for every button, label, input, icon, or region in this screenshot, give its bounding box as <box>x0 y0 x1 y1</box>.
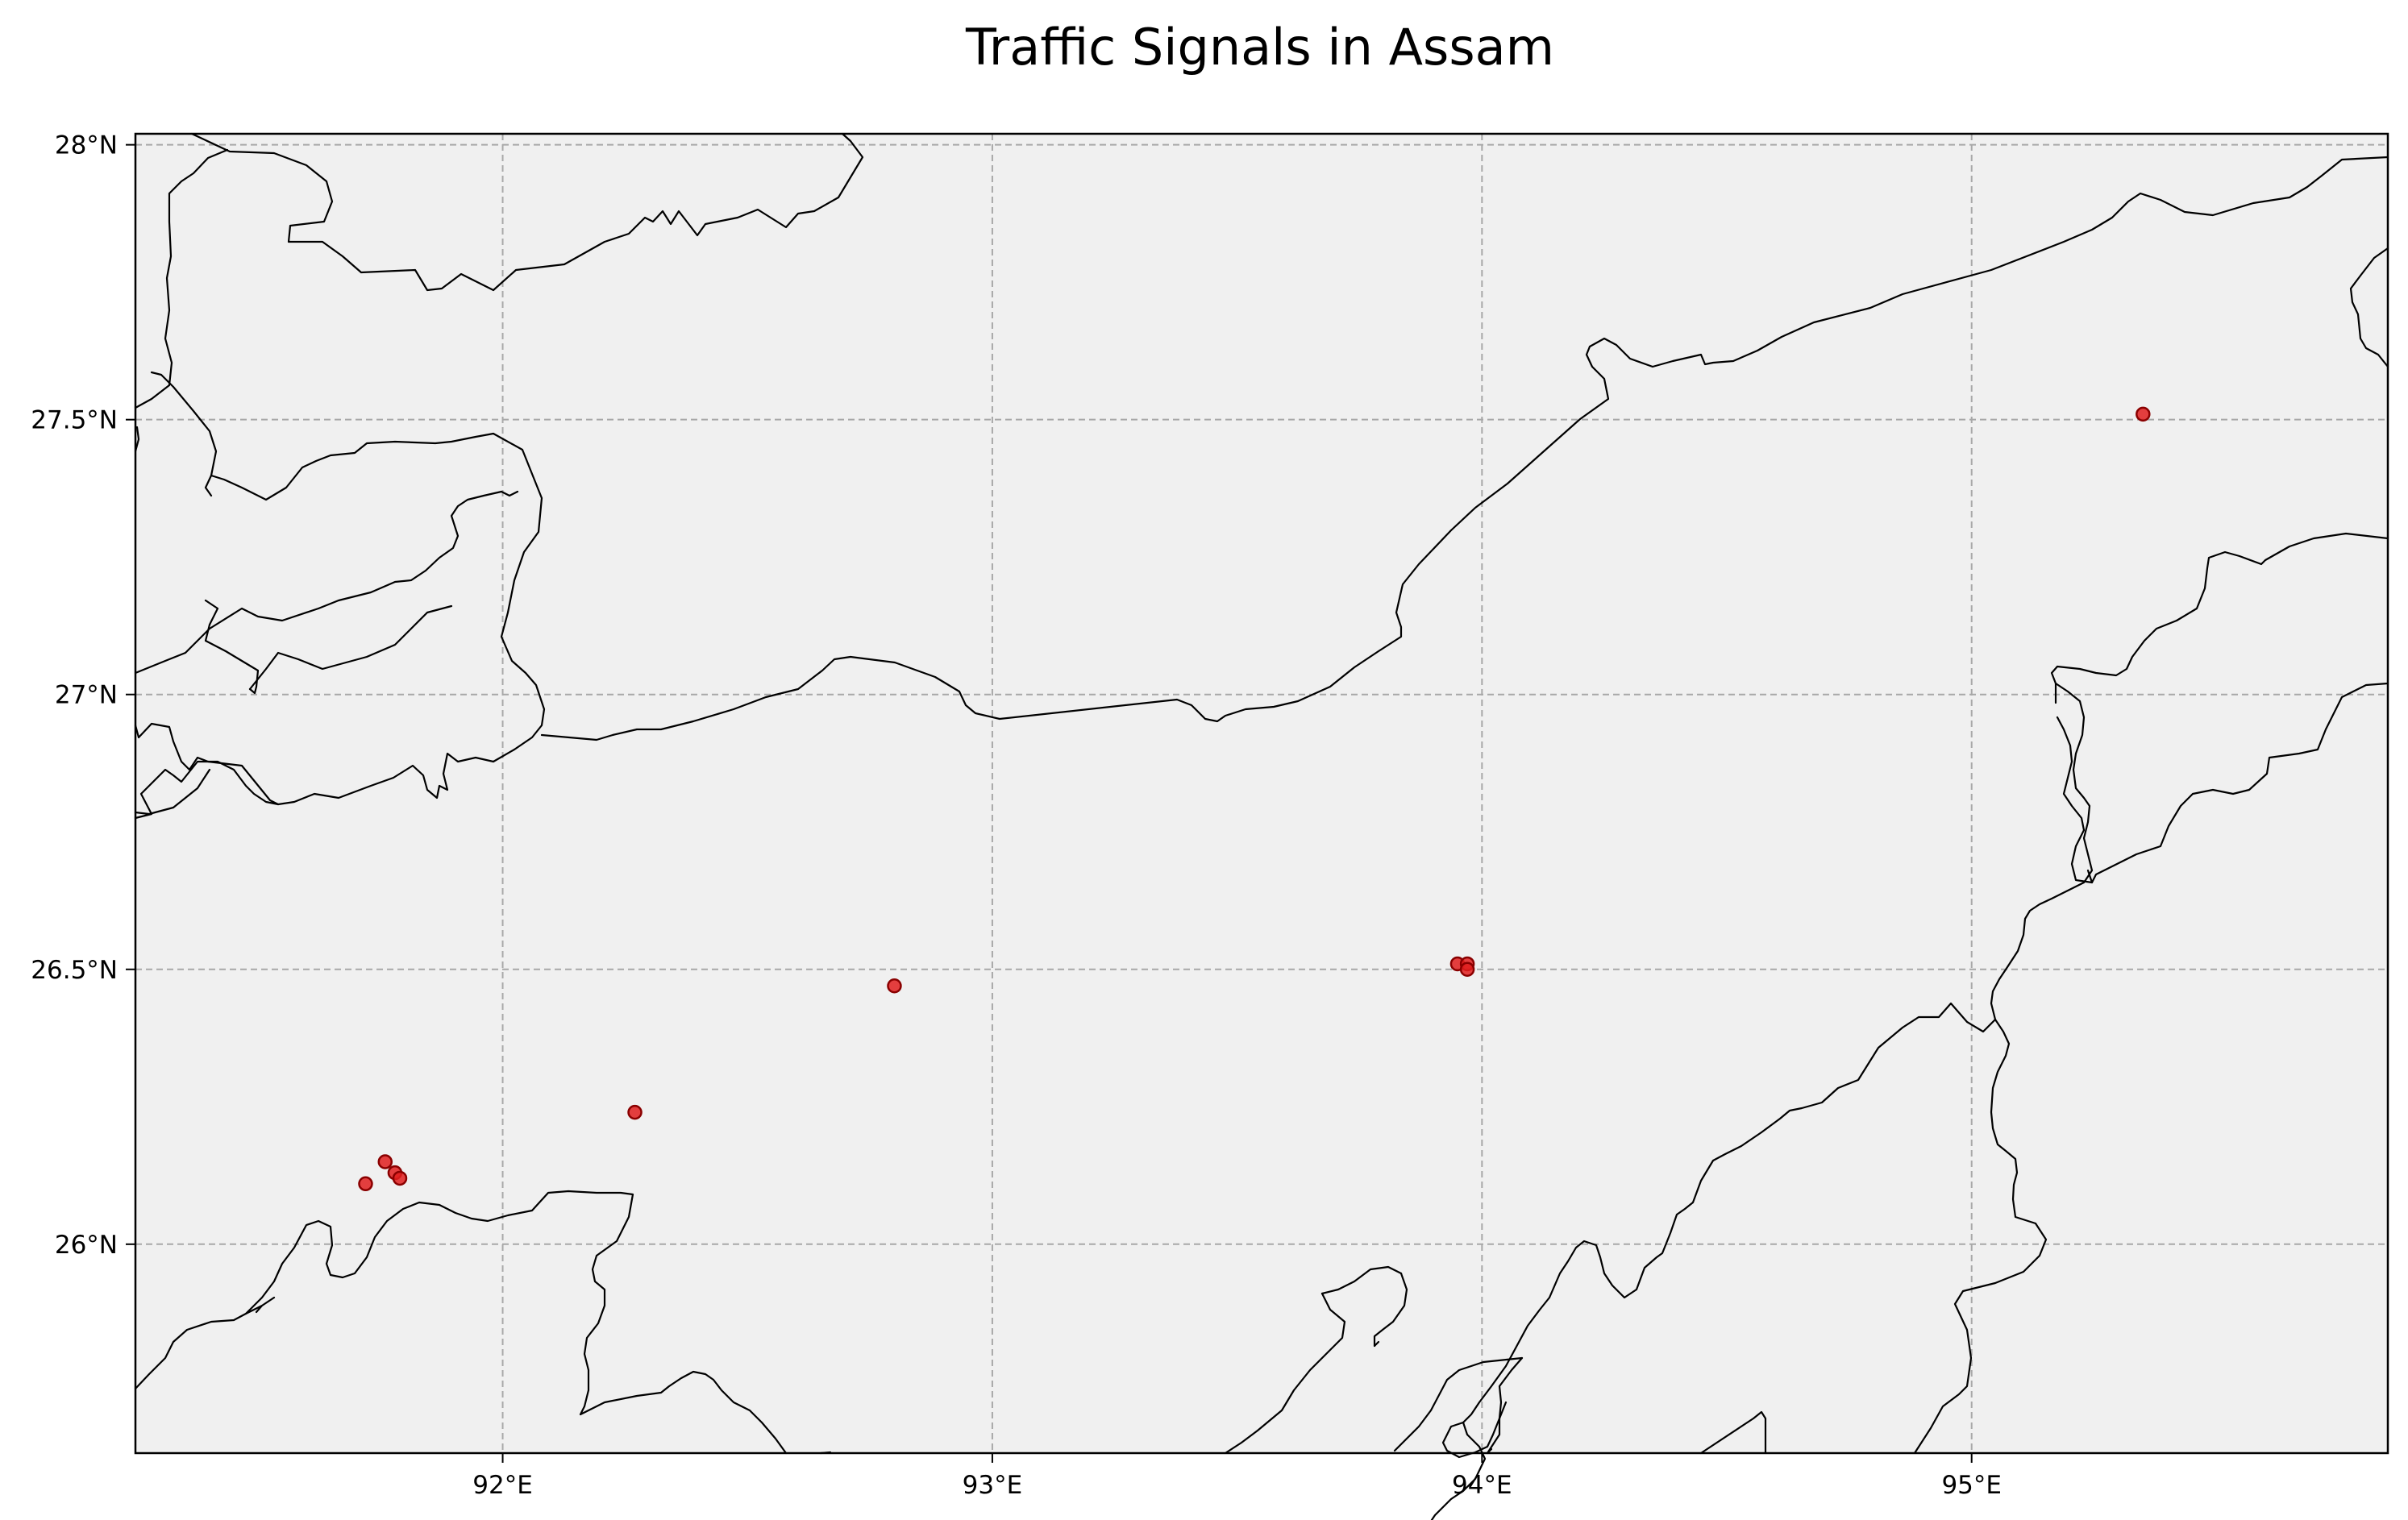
boundary-line <box>134 148 229 409</box>
boundary-line <box>2086 682 2389 884</box>
district-boundaries <box>134 132 2389 1520</box>
traffic-signal-point <box>392 1170 408 1186</box>
traffic-signal-point <box>627 1104 643 1120</box>
x-tick-label: 94°E <box>1452 1471 1512 1500</box>
signal-markers <box>358 406 2151 1192</box>
y-tick-label: 26.5°N <box>31 956 118 985</box>
map-frame <box>134 132 2389 1455</box>
boundary-line <box>1498 1356 1524 1420</box>
x-tick-label: 93°E <box>963 1471 1023 1500</box>
boundary-line <box>1373 1272 1408 1348</box>
boundary-line <box>1393 1356 1524 1452</box>
y-tick-label: 26°N <box>55 1231 118 1260</box>
boundary-line <box>134 432 546 820</box>
traffic-signal-point <box>377 1154 393 1169</box>
boundary-line <box>2349 247 2389 368</box>
boundary-line <box>150 371 218 497</box>
map-background <box>135 134 2388 1453</box>
boundary-line <box>1373 1340 1380 1348</box>
boundary-line <box>1913 682 2094 1455</box>
traffic-signal-point <box>1459 961 1475 978</box>
boundary-line <box>134 490 519 675</box>
traffic-signal-point <box>358 1176 373 1192</box>
boundary-line <box>134 1296 276 1390</box>
boundary-line <box>248 604 453 691</box>
boundary-line <box>1430 1002 1997 1520</box>
traffic-signal-point <box>2136 406 2151 422</box>
boundary-line <box>134 426 140 453</box>
boundary-line <box>190 132 864 292</box>
x-tick-label: 95°E <box>1941 1471 2002 1500</box>
boundary-line <box>204 599 260 695</box>
boundary-line <box>134 768 211 816</box>
y-tick-label: 27.5°N <box>31 406 118 435</box>
x-tick-label: 92°E <box>472 1471 533 1500</box>
boundary-line <box>1486 1417 1501 1455</box>
boundary-line <box>134 722 280 806</box>
boundary-line <box>1224 1292 1346 1455</box>
boundary-line <box>1320 1265 1403 1295</box>
boundary-line <box>2050 532 2389 704</box>
boundary-line <box>244 1190 788 1455</box>
y-tick-label: 27°N <box>55 681 118 710</box>
boundary-line <box>1441 1401 1508 1459</box>
traffic-signal-point <box>887 978 902 994</box>
y-tick-label: 28°N <box>55 131 118 160</box>
axis-ticks: 92°E 93°E 94°E 95°E 28°N 27.5°N 27°N 26.5°N 26°N <box>31 131 2002 1500</box>
map-title: Traffic Signals in Assam <box>965 18 1554 77</box>
boundary-line <box>2056 716 2094 884</box>
graticule <box>135 134 2388 1453</box>
boundary-line <box>1699 1410 1767 1455</box>
boundary-line <box>540 156 2389 741</box>
